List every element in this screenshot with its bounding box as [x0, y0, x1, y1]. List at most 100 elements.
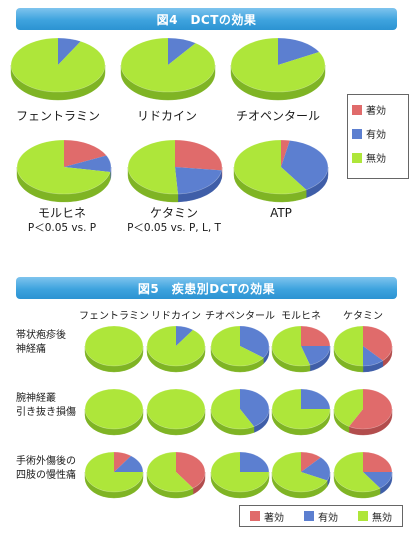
figure5-row-header: 腕神経叢	[16, 391, 56, 404]
figure4-pie	[120, 37, 216, 101]
figure5-pie	[146, 451, 206, 499]
pie-slice-ineffective	[16, 140, 111, 195]
pie-rim	[146, 325, 206, 367]
pie-slice-ineffective	[211, 452, 269, 492]
figure5-title: 図5 疾患別DCTの効果	[16, 277, 397, 299]
pie-rim	[333, 451, 393, 493]
pie-slice-effective	[278, 38, 320, 65]
figure5-row-header: 手術外傷後の	[16, 454, 76, 467]
pie-rim	[84, 325, 144, 367]
figure4-pie	[233, 139, 329, 203]
figure4-drug-label: モルヒネ	[38, 206, 86, 220]
figure5-pie	[84, 451, 144, 499]
pie-slice-effective	[363, 472, 392, 489]
figure4-drug-label: ケタミン	[150, 206, 198, 220]
pie-slice-effective	[301, 457, 331, 481]
figure5-column-header: リドカイン	[151, 310, 201, 322]
pie-slice-effective	[175, 167, 222, 194]
legend-swatch-ineffective	[352, 152, 362, 163]
pie-slice-effective	[281, 140, 328, 190]
pie-slice-effective	[58, 38, 81, 65]
pie-rim	[233, 139, 329, 195]
figure4-significance-label: P＜0.05 vs. P, L, T	[127, 222, 221, 234]
legend2-swatch-ineffective	[358, 511, 368, 521]
figure5-row-header: 帯状疱疹後	[16, 328, 66, 341]
pie-slice-strong	[301, 452, 321, 472]
pie-slice-effective	[176, 326, 194, 346]
pie-slice-strong	[363, 452, 392, 472]
pie-slice-ineffective	[272, 389, 330, 429]
figure5-pie	[271, 325, 331, 373]
figure4-title: 図4 DCTの効果	[16, 8, 397, 30]
figure4-pie	[10, 37, 106, 101]
legend-label-strong: 著効	[366, 106, 386, 117]
pie-rim	[210, 388, 270, 430]
legend2-swatch-strong	[250, 511, 260, 521]
pie-slice-ineffective	[147, 389, 205, 429]
pie-slice-effective	[64, 155, 111, 173]
pie-slice-ineffective	[334, 389, 363, 427]
pie-rim	[146, 388, 206, 430]
pie-slice-ineffective	[120, 38, 215, 93]
pie-slice-ineffective	[271, 326, 310, 366]
pie-slice-ineffective	[334, 326, 363, 366]
pie-slice-ineffective	[10, 38, 105, 92]
pie-slice-ineffective	[211, 389, 254, 429]
figure5-pie	[210, 325, 270, 373]
legend-item-ineffective: 無効	[352, 150, 404, 165]
pie-rim	[333, 325, 393, 367]
pie-slice-ineffective	[146, 452, 194, 492]
pie-slice-ineffective	[230, 38, 325, 92]
figure4-pie	[16, 139, 112, 203]
figure5-row-header: 四肢の慢性痛	[16, 468, 76, 481]
pie-rim	[146, 451, 206, 493]
figure4-drug-label: ATP	[270, 206, 292, 220]
legend2-item-ineffective: 無効	[358, 509, 392, 524]
pie-rim	[84, 388, 144, 430]
figure5-pie	[210, 451, 270, 499]
figure5-pie	[146, 388, 206, 436]
pie-side-segment	[233, 166, 307, 203]
figure5-column-header: モルヒネ	[281, 310, 321, 322]
pie-rim	[230, 37, 326, 93]
pie-side-segment	[271, 471, 328, 499]
figure5-pie	[333, 325, 393, 373]
pie-slice-effective	[240, 326, 269, 358]
figure5-pie	[271, 388, 331, 436]
figure5-row-header: 神経痛	[16, 342, 46, 355]
pie-rim	[271, 325, 331, 367]
figure5-pie	[333, 451, 393, 499]
pie-slice-ineffective	[85, 326, 143, 366]
pie-rim	[84, 451, 144, 493]
pie-slice-ineffective	[85, 452, 143, 492]
pie-slice-effective	[363, 346, 383, 366]
pie-slice-strong	[114, 452, 132, 472]
pie-rim	[210, 451, 270, 493]
pie-slice-strong	[64, 140, 107, 167]
legend2-swatch-effective	[304, 511, 314, 521]
pie-slice-strong	[175, 140, 223, 171]
figure4-legend: 著効 有効 無効	[347, 94, 409, 179]
legend2-label-ineffective: 無効	[372, 512, 392, 524]
pie-slice-strong	[349, 389, 392, 430]
figure4-drug-label: フェントラミン	[16, 109, 100, 123]
figure5-column-header: チオペンタール	[205, 310, 275, 322]
pie-slice-effective	[168, 38, 196, 65]
legend-label-ineffective: 無効	[366, 154, 386, 165]
legend2-item-strong: 著効	[250, 509, 284, 524]
legend-swatch-effective	[352, 128, 362, 139]
pie-slice-ineffective	[234, 140, 307, 194]
pie-slice-strong	[281, 140, 290, 167]
figure5-pie	[271, 451, 331, 499]
figure4-pie	[127, 139, 223, 203]
figure4-significance-label: P＜0.05 vs. P	[28, 222, 96, 234]
pie-slice-ineffective	[334, 452, 381, 492]
figure5-row-header: 引き抜き損傷	[16, 405, 76, 418]
pie-rim	[127, 139, 223, 195]
legend2-label-strong: 著効	[264, 512, 284, 524]
figure5-legend: 著効 有効 無効	[239, 505, 403, 527]
pie-slice-ineffective	[272, 452, 328, 492]
pie-rim	[271, 388, 331, 430]
figure5-pie	[333, 388, 393, 436]
